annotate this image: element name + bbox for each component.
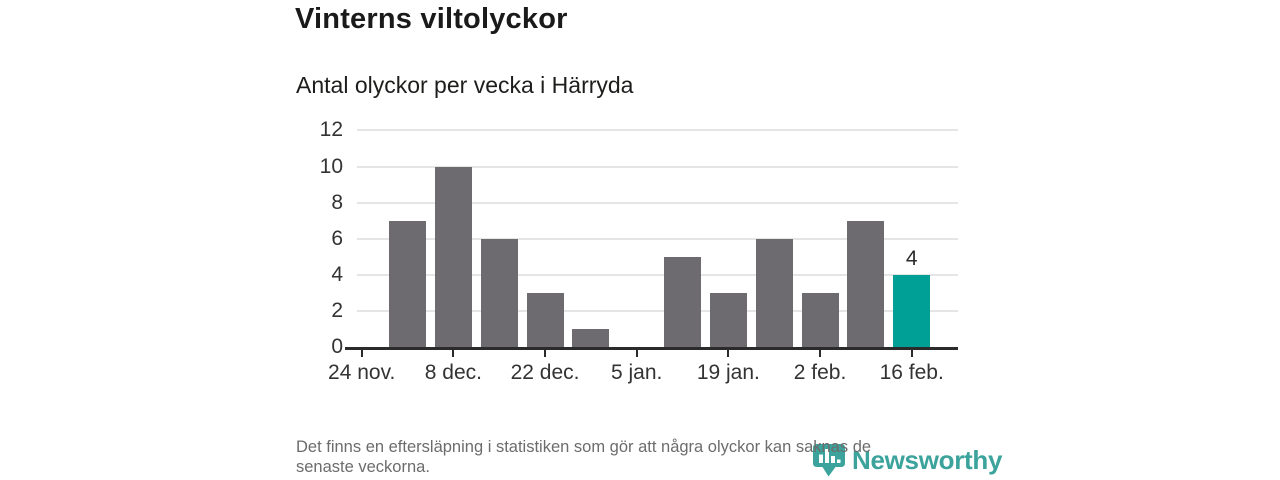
newsworthy-pin-icon [812,443,846,478]
x-axis-label-12: 16 feb. [879,361,944,384]
footnote: Det finns en eftersläpning i statistiken… [296,437,871,477]
bar-week-7 [664,256,702,347]
x-axis-label-6: 5 jan. [611,361,663,384]
x-axis-tick-6 [635,350,638,357]
newsworthy-logo[interactable]: Newsworthy [812,442,1002,478]
x-axis-line [345,347,958,350]
bar-week-10 [801,292,839,347]
x-axis-label-4: 22 dec. [510,361,580,384]
x-axis-tick-4 [544,350,547,357]
bar-week-5 [572,328,610,347]
bar-week-11 [847,220,885,347]
gridline-y-4 [357,273,958,276]
bar-week-12 [893,274,931,347]
gridline-y-2 [357,309,958,312]
bar-chart: 0 2 4 6 8 10 12 24 nov. 8 dec. 22 dec. 5 jan. 19 ja… [300,118,990,400]
bar-value-label-12: 4 [905,246,918,270]
footnote-line-1: Det finns en eftersläpning i statistiken… [296,438,872,456]
bar-week-4 [526,292,564,347]
gridline-y-6 [357,237,958,240]
x-axis-label-2: 8 dec. [424,361,482,384]
bar-week-3 [480,238,518,347]
bar-week-1 [389,220,427,347]
bar-week-8 [709,292,747,347]
footnote-line-2: senaste veckorna. [296,458,430,476]
x-axis-tick-10 [819,350,822,357]
gridline-y-8 [357,201,958,204]
y-axis-label-8: 8 [331,190,343,214]
y-axis-label-10: 10 [319,154,343,178]
y-axis-label-0: 0 [331,335,343,358]
x-axis-label-10: 2 feb. [793,361,847,384]
x-axis-tick-8 [727,350,730,357]
bar-week-9 [755,238,793,347]
x-axis-label-8: 19 jan. [696,361,760,384]
y-axis-label-12: 12 [319,118,343,142]
y-axis-label-2: 2 [331,298,343,322]
bar-week-2 [434,166,472,347]
x-axis-tick-12 [910,350,913,357]
x-axis-tick-2 [452,350,455,357]
gridline-y-12 [357,129,958,132]
gridline-y-10 [357,165,958,168]
newsworthy-wordmark: Newsworthy [852,445,1003,475]
y-axis-label-6: 6 [331,226,343,250]
chart-title: Vinterns viltolyckor [295,3,568,35]
chart-subtitle: Antal olyckor per vecka i Härryda [296,72,634,98]
y-axis-label-4: 4 [331,262,343,286]
x-axis-label-0: 24 nov. [328,361,396,384]
x-axis-tick-0 [360,350,363,357]
